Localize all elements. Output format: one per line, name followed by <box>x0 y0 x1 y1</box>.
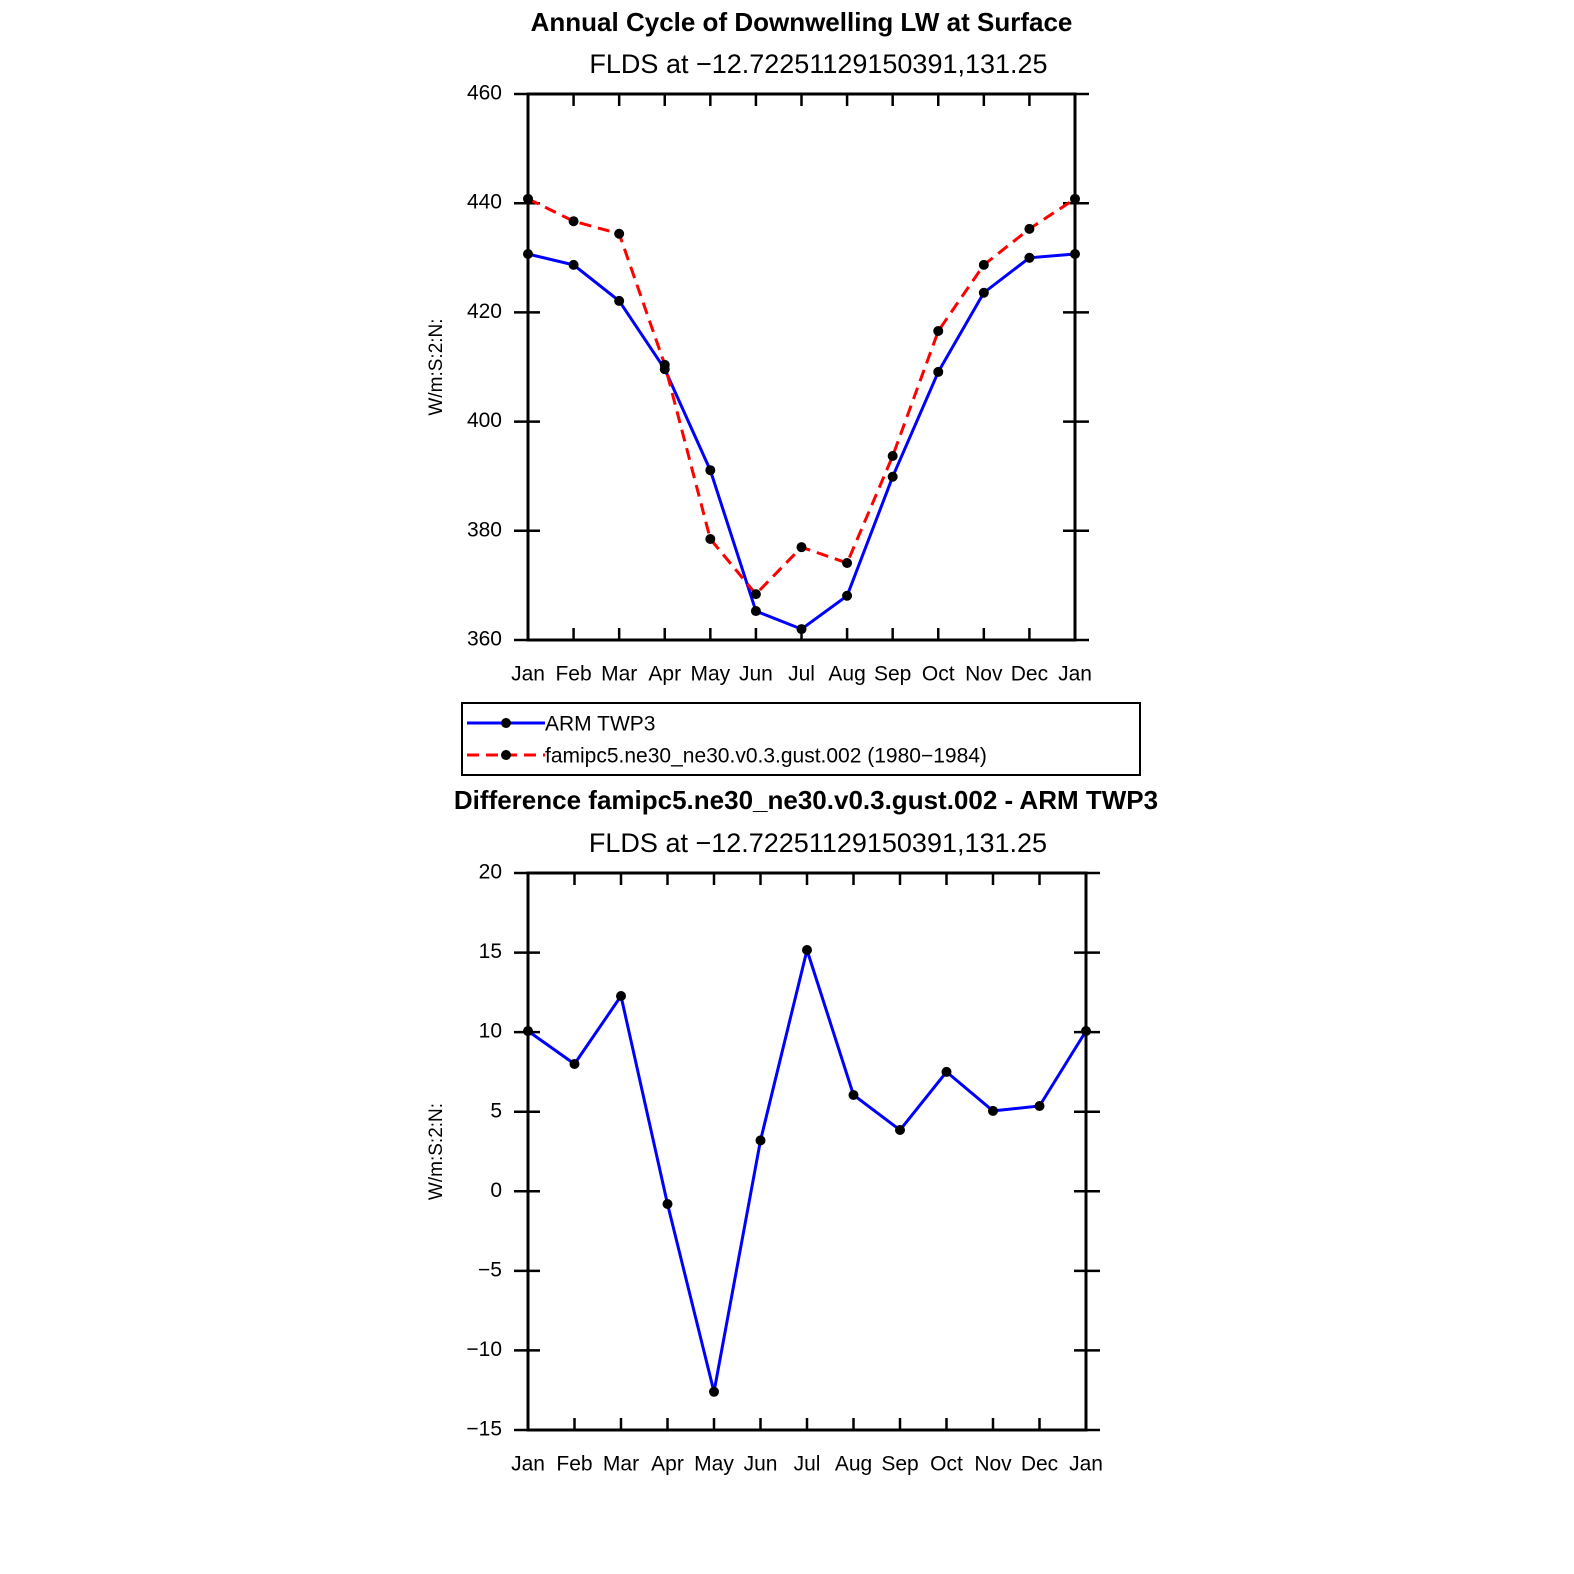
data-point <box>802 945 812 956</box>
y-tick-label: −10 <box>466 1338 502 1361</box>
x-tick-label: Oct <box>922 663 955 686</box>
y-tick-label: 20 <box>479 861 502 884</box>
data-point <box>750 606 761 617</box>
data-point <box>1024 223 1035 234</box>
x-tick-label: Jun <box>739 663 773 686</box>
data-point <box>933 366 944 377</box>
x-tick-label: Sep <box>874 663 911 686</box>
data-point <box>842 590 853 601</box>
data-point <box>568 259 579 270</box>
x-tick-label: Aug <box>828 663 865 686</box>
data-point <box>933 325 944 336</box>
x-tick-label: Jan <box>511 663 545 686</box>
data-point <box>569 1058 580 1069</box>
data-point <box>614 228 625 239</box>
x-tick-label: Jul <box>794 1453 821 1476</box>
x-tick-label: Mar <box>601 663 637 686</box>
y-tick-label: 360 <box>467 628 502 651</box>
data-point <box>978 287 989 298</box>
y-tick-label: 15 <box>479 940 502 963</box>
x-tick-label: Jan <box>1058 663 1092 686</box>
y-tick-label: 10 <box>479 1020 502 1043</box>
x-tick-label: Feb <box>556 1453 592 1476</box>
y-tick-label: −15 <box>466 1418 502 1441</box>
data-point <box>842 558 853 569</box>
series-line <box>527 197 1076 597</box>
data-point <box>1081 1026 1091 1037</box>
data-point <box>978 259 989 270</box>
data-point <box>709 1386 719 1397</box>
x-tick-label: Jan <box>1069 1453 1103 1476</box>
x-tick-label: Mar <box>603 1453 639 1476</box>
data-point <box>1070 193 1080 204</box>
x-tick-label: Apr <box>648 663 681 686</box>
y-tick-label: 400 <box>467 409 502 432</box>
chart-title: Annual Cycle of Downwelling LW at Surfac… <box>531 7 1073 37</box>
data-point <box>988 1105 998 1116</box>
x-tick-label: Nov <box>965 663 1003 686</box>
y-tick-label: 380 <box>467 518 502 541</box>
legend-marker <box>501 718 511 728</box>
legend-label: famipc5.ne30_ne30.v0.3.gust.002 (1980−19… <box>545 745 987 768</box>
x-tick-label: Dec <box>1021 1453 1058 1476</box>
x-tick-label: Jul <box>788 663 815 686</box>
data-point <box>523 248 533 259</box>
plot-frame <box>526 92 1077 642</box>
y-tick-label: 460 <box>467 82 502 105</box>
y-axis-label: W/m:S:2:N: <box>426 318 447 415</box>
data-point <box>887 471 898 482</box>
data-point <box>568 216 579 227</box>
x-tick-label: May <box>690 663 730 686</box>
data-point <box>1034 1100 1045 1111</box>
data-point <box>796 624 807 635</box>
data-point <box>614 295 625 306</box>
x-tick-label: Sep <box>881 1453 918 1476</box>
data-point <box>616 991 626 1002</box>
data-point <box>750 589 761 600</box>
data-point <box>887 450 898 461</box>
series-line <box>527 252 1076 631</box>
x-tick-label: Feb <box>555 663 591 686</box>
x-tick-label: Jan <box>511 1453 545 1476</box>
legend-label: ARM TWP3 <box>545 713 655 736</box>
y-tick-label: −5 <box>478 1258 502 1281</box>
x-tick-label: Oct <box>930 1453 963 1476</box>
data-point <box>941 1066 952 1077</box>
data-point <box>796 542 807 553</box>
data-point <box>895 1125 905 1136</box>
y-tick-label: 0 <box>490 1179 502 1202</box>
chart-subtitle: FLDS at −12.72251129150391,131.25 <box>589 828 1047 858</box>
chart-subtitle: FLDS at −12.72251129150391,131.25 <box>589 49 1047 79</box>
y-tick-label: 5 <box>490 1099 502 1122</box>
y-axis-label: W/m:S:2:N: <box>426 1103 447 1200</box>
x-tick-label: Jun <box>744 1453 778 1476</box>
data-point <box>1070 248 1080 259</box>
legend-marker <box>501 750 511 760</box>
data-point <box>523 1026 533 1037</box>
x-tick-label: May <box>694 1453 734 1476</box>
legend-box <box>461 702 1141 776</box>
x-tick-label: Aug <box>835 1453 872 1476</box>
data-point <box>705 465 716 476</box>
data-point <box>662 1199 673 1210</box>
data-point <box>705 533 716 544</box>
data-point <box>1024 252 1035 263</box>
series-line <box>527 944 1088 1393</box>
data-point <box>659 359 670 370</box>
x-tick-label: Nov <box>974 1453 1012 1476</box>
data-point <box>848 1090 859 1101</box>
y-tick-label: 440 <box>467 191 502 214</box>
y-tick-label: 420 <box>467 300 502 323</box>
chart-title: Difference famipc5.ne30_ne30.v0.3.gust.0… <box>454 785 1158 815</box>
data-point <box>523 193 533 204</box>
data-point <box>755 1135 766 1146</box>
x-tick-label: Apr <box>651 1453 684 1476</box>
x-tick-label: Dec <box>1011 663 1048 686</box>
plot-frame <box>526 871 1088 1432</box>
